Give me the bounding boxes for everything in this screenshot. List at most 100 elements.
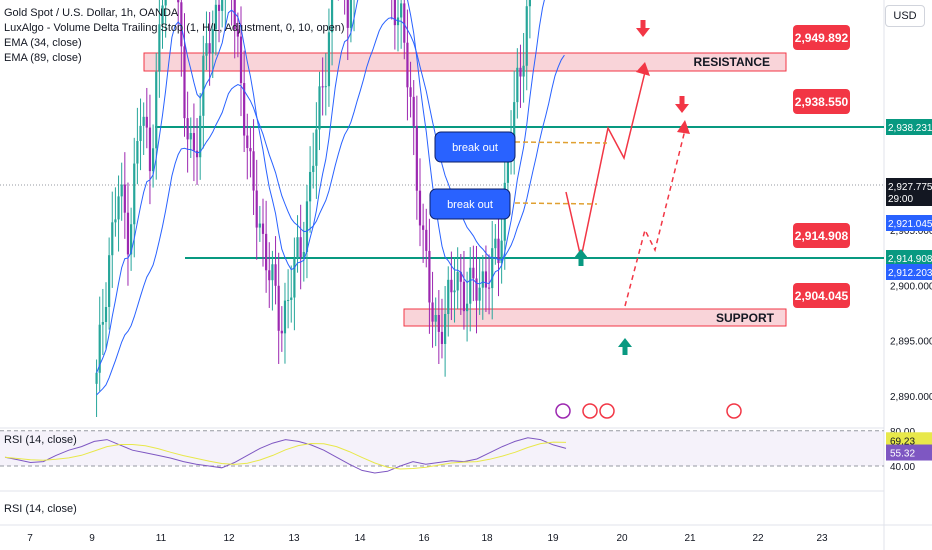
candle-body [195, 150, 199, 158]
candle-body [450, 279, 453, 293]
candle-body [302, 251, 305, 258]
candle-body [189, 133, 192, 140]
candle-body [246, 135, 249, 149]
time-tick-label: 12 [223, 533, 235, 544]
breakout-callout-2 [429, 188, 511, 220]
candle-body [155, 71, 158, 149]
candle-body [274, 264, 277, 286]
candle-body [177, 0, 180, 3]
candle-body [346, 0, 349, 28]
symbol-title[interactable]: Gold Spot / U.S. Dollar, 1h, OANDA [4, 7, 179, 19]
projection-arrow-head-2 [677, 120, 690, 134]
candle-body [293, 258, 296, 298]
time-tick-label: 9 [89, 533, 95, 544]
projection-arrow-head [636, 62, 650, 76]
time-tick-label: 20 [616, 533, 628, 544]
badge-current-price-text: 2,927.775 [888, 182, 932, 193]
candle-body [516, 67, 519, 103]
time-tick-label: 14 [354, 533, 366, 544]
candle-body [239, 36, 243, 84]
time-tick-label: 16 [418, 533, 430, 544]
candle-body [349, 0, 353, 28]
candle-body [98, 324, 101, 373]
currency-button[interactable]: USD [885, 5, 925, 27]
candle-body [519, 67, 522, 77]
event-icon-lightning [555, 403, 571, 419]
time-tick-label: 7 [27, 533, 33, 544]
support-zone [403, 308, 787, 327]
candle-body [290, 297, 293, 300]
candle-body [252, 151, 255, 191]
candle-body [513, 102, 516, 142]
time-tick-label: 22 [752, 533, 764, 544]
breakout-callout-1 [434, 131, 516, 163]
price-callout-support-text: 2,904.045 [795, 289, 849, 303]
indicator-luxalgo-label[interactable]: LuxAlgo - Volume Delta Trailing Stop (1,… [4, 22, 345, 34]
candle-body [478, 287, 481, 301]
candle-body [481, 271, 484, 288]
candle-body [136, 141, 139, 164]
price-callout-level [793, 89, 850, 114]
event-icon-flag [582, 403, 598, 419]
breakout-callout-1-text: break out [452, 142, 498, 154]
candle-body [472, 267, 475, 279]
candle-body [101, 322, 104, 325]
badge-level-lower-text: 2,914.908 [888, 254, 932, 265]
candle-body [393, 0, 396, 26]
indicator-ema89-label[interactable]: EMA (89, close) [4, 52, 82, 64]
candle-body [475, 278, 478, 301]
support-label: SUPPORT [716, 311, 775, 325]
down-arrow-1-head [636, 28, 650, 37]
candle-body [321, 86, 324, 88]
candle-body [151, 148, 155, 172]
breakout-line-2 [514, 202, 598, 205]
candle-body [487, 287, 491, 289]
up-arrow-1-head [574, 249, 588, 258]
candle-body [265, 233, 268, 271]
rsi-legend-2[interactable]: RSI (14, close) [4, 503, 77, 515]
up-arrow-2 [622, 346, 628, 355]
projection-path-dashed [624, 129, 686, 307]
candle-body [211, 29, 214, 54]
candle-body [161, 5, 164, 25]
candles-group [95, 0, 531, 418]
candle-body [315, 129, 318, 166]
candle-body [145, 116, 148, 128]
candle-body [258, 223, 261, 228]
rsi-legend-1[interactable]: RSI (14, close) [4, 434, 77, 446]
badge-rsi-ma-text: 69.23 [890, 436, 915, 447]
candle-body [400, 3, 403, 18]
candle-body [249, 148, 252, 152]
candle-body [428, 250, 431, 303]
candle-body [491, 248, 494, 289]
price-callout-resistance-text: 2,949.892 [795, 31, 849, 45]
candle-body [108, 255, 111, 307]
candle-body [500, 240, 503, 264]
badge-current-price [886, 178, 932, 206]
candle-body [186, 118, 189, 140]
badge-level-upper-text: 2,938.231 [888, 123, 932, 134]
time-tick-label: 23 [816, 533, 828, 544]
price-tick-label: 2,895.000 [890, 337, 932, 348]
candle-body [221, 0, 224, 11]
candle-body [142, 116, 145, 126]
candle-body [497, 238, 500, 264]
candle-body [453, 290, 456, 293]
candle-body [202, 55, 205, 116]
badge-ema89 [886, 264, 932, 280]
candle-body [114, 219, 117, 223]
candle-body [217, 4, 221, 11]
candle-body [277, 285, 280, 331]
candle-body [205, 43, 208, 56]
price-tick-label: 2,905.000 [890, 226, 932, 237]
candle-body [465, 303, 469, 312]
candle-body [158, 24, 161, 72]
candle-body [444, 313, 447, 344]
indicator-ema34-label[interactable]: EMA (34, close) [4, 37, 82, 49]
down-arrow-1 [640, 20, 646, 29]
candle-body [440, 331, 444, 344]
candle-body [327, 32, 331, 87]
candle-body [296, 237, 299, 259]
candle-body [525, 6, 528, 66]
